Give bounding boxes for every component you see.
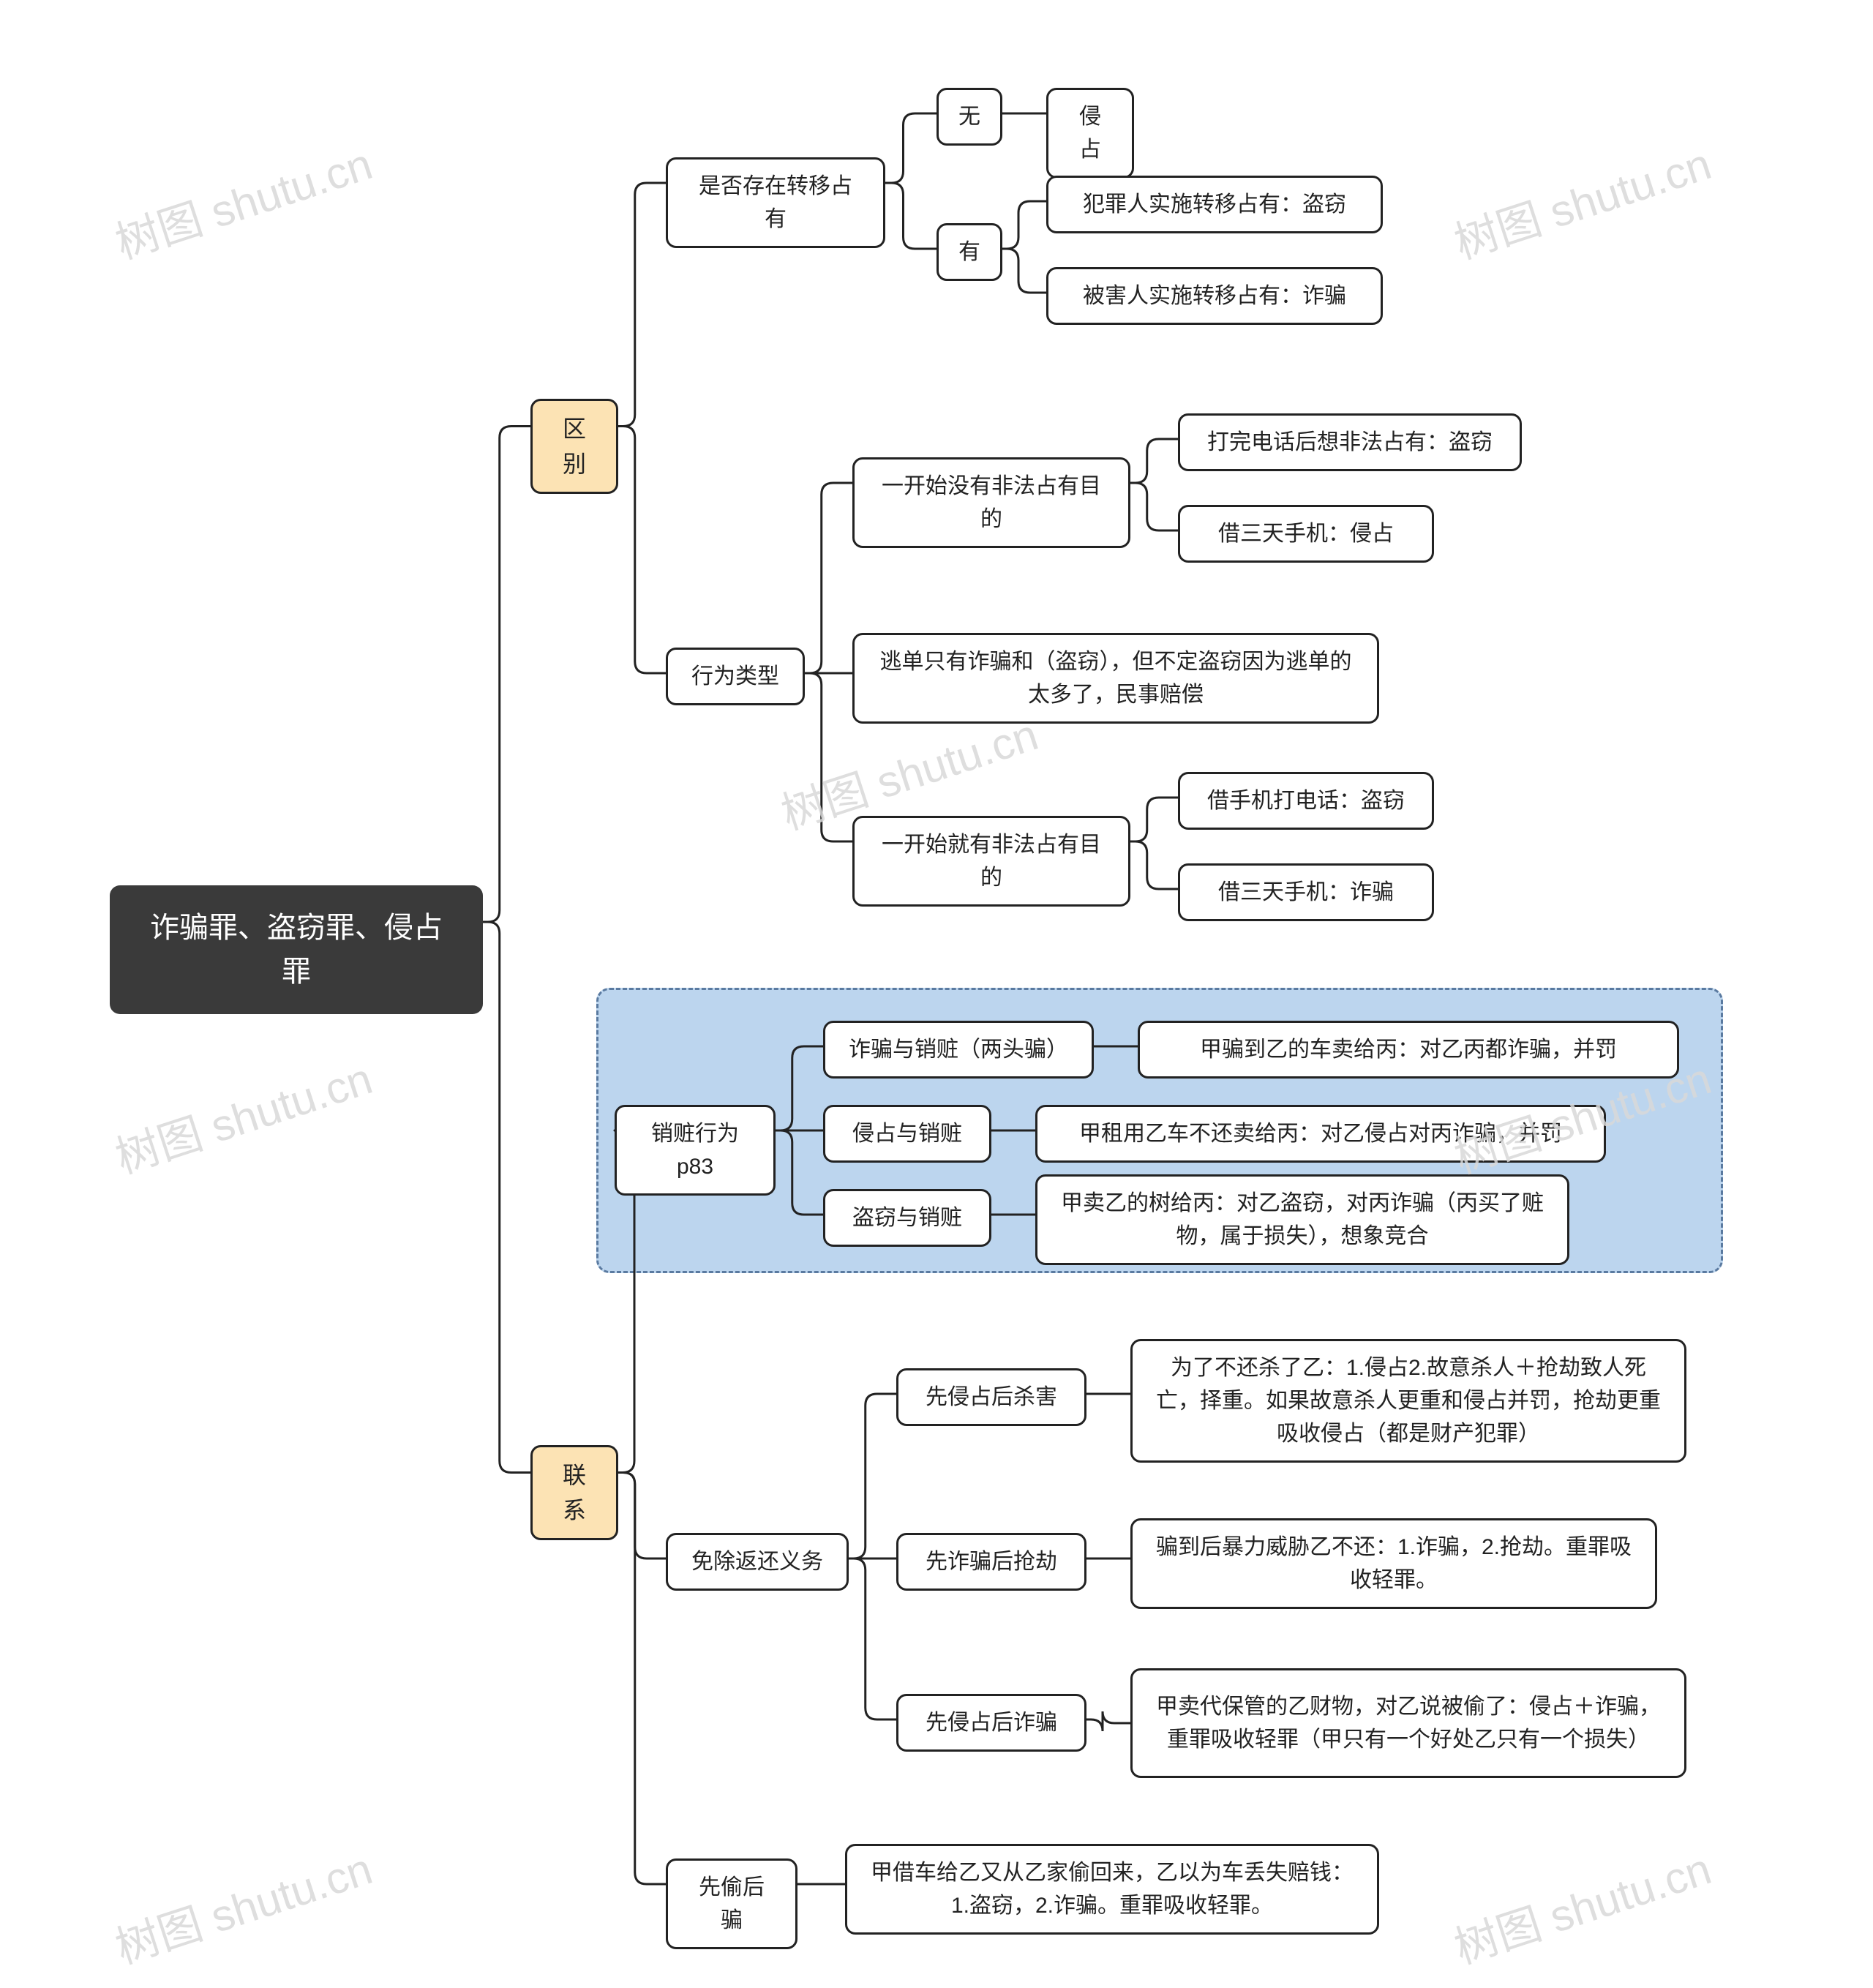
node-fence_a_d[interactable]: 甲骗到乙的车卖给丙：对乙丙都诈骗，并罚 <box>1138 1021 1679 1079</box>
edge-diff-behavior <box>618 427 666 674</box>
edge-ex_c-ex_c_d <box>1086 1711 1130 1731</box>
node-label: 免除返还义务 <box>691 1545 823 1578</box>
node-t_yes[interactable]: 有 <box>936 223 1002 281</box>
node-label: 诈骗罪、盗窃罪、侵占罪 <box>136 906 457 994</box>
edge-transfer-t_yes <box>885 183 936 249</box>
node-b_noInt[interactable]: 一开始没有非法占有目的 <box>852 457 1130 548</box>
node-label: 犯罪人实施转移占有：盗窃 <box>1083 188 1346 221</box>
node-fence_a[interactable]: 诈骗与销赃（两头骗） <box>823 1021 1094 1079</box>
node-label: 行为类型 <box>691 660 779 693</box>
node-exempt[interactable]: 免除返还义务 <box>666 1533 849 1591</box>
watermark: 树图 shutu.cn <box>1445 1834 1718 1976</box>
node-label: 甲卖乙的树给丙：对乙盗窃，对丙诈骗（丙买了赃物，属于损失），想象竞合 <box>1058 1187 1547 1253</box>
node-label: 借三天手机：侵占 <box>1218 517 1394 550</box>
node-b_hasInt_b[interactable]: 借三天手机：诈骗 <box>1178 863 1434 921</box>
node-b_noInt_b[interactable]: 借三天手机：侵占 <box>1178 505 1434 563</box>
node-label: 先诈骗后抢劫 <box>926 1545 1057 1578</box>
node-fence_b_d[interactable]: 甲租用乙车不还卖给丙：对乙侵占对丙诈骗，并罚 <box>1035 1105 1606 1163</box>
node-label: 甲卖代保管的乙财物，对乙说被偷了：侵占＋诈骗，重罪吸收轻罪（甲只有一个好处乙只有… <box>1153 1690 1664 1756</box>
node-b_hasInt[interactable]: 一开始就有非法占有目的 <box>852 816 1130 907</box>
node-t_yes_b[interactable]: 被害人实施转移占有：诈骗 <box>1046 267 1383 325</box>
node-label: 甲租用乙车不还卖给丙：对乙侵占对丙诈骗，并罚 <box>1079 1117 1562 1150</box>
node-t_yes_a[interactable]: 犯罪人实施转移占有：盗窃 <box>1046 176 1383 233</box>
edge-rel-steal_cheat <box>618 1473 666 1885</box>
node-label: 借三天手机：诈骗 <box>1218 876 1394 909</box>
node-fence_b[interactable]: 侵占与销赃 <box>823 1105 991 1163</box>
node-ex_b[interactable]: 先诈骗后抢劫 <box>896 1533 1086 1591</box>
node-label: 为了不还杀了乙：1.侵占2.故意杀人＋抢劫致人死亡，择重。如果故意杀人更重和侵占… <box>1153 1351 1664 1450</box>
node-label: 一开始就有非法占有目的 <box>875 828 1108 894</box>
edge-exempt-ex_c <box>849 1558 896 1719</box>
node-label: 先侵占后杀害 <box>926 1381 1057 1414</box>
node-label: 甲骗到乙的车卖给丙：对乙丙都诈骗，并罚 <box>1200 1033 1617 1066</box>
edge-root-diff <box>483 427 530 923</box>
node-label: 销赃行为p83 <box>637 1117 753 1183</box>
node-t_no[interactable]: 无 <box>936 88 1002 146</box>
node-steal_cheat_d[interactable]: 甲借车给乙又从乙家偷回来，乙以为车丢失赔钱：1.盗窃，2.诈骗。重罪吸收轻罪。 <box>845 1844 1379 1935</box>
node-label: 甲借车给乙又从乙家偷回来，乙以为车丢失赔钱：1.盗窃，2.诈骗。重罪吸收轻罪。 <box>868 1856 1356 1922</box>
edge-root-rel <box>483 922 530 1473</box>
node-transfer[interactable]: 是否存在转移占有 <box>666 157 885 248</box>
node-label: 诈骗与销赃（两头骗） <box>849 1033 1068 1066</box>
node-t_no_emb[interactable]: 侵占 <box>1046 88 1134 179</box>
node-label: 一开始没有非法占有目的 <box>875 470 1108 536</box>
watermark: 树图 shutu.cn <box>1445 129 1718 271</box>
edge-diff-transfer <box>618 183 666 427</box>
node-label: 无 <box>958 100 980 133</box>
node-rel[interactable]: 联系 <box>530 1445 618 1540</box>
node-label: 被害人实施转移占有：诈骗 <box>1083 280 1346 312</box>
node-ex_b_d[interactable]: 骗到后暴力威胁乙不还：1.诈骗，2.抢劫。重罪吸收轻罪。 <box>1130 1518 1657 1609</box>
edge-b_hasInt-b_hasInt_a <box>1130 798 1178 841</box>
node-label: 骗到后暴力威胁乙不还：1.诈骗，2.抢劫。重罪吸收轻罪。 <box>1153 1531 1634 1597</box>
edge-t_yes-t_yes_a <box>1002 201 1046 249</box>
edge-t_yes-t_yes_b <box>1002 249 1046 293</box>
edge-behavior-b_noInt <box>805 483 852 673</box>
edge-b_hasInt-b_hasInt_b <box>1130 841 1178 889</box>
node-ex_c_d[interactable]: 甲卖代保管的乙财物，对乙说被偷了：侵占＋诈骗，重罪吸收轻罪（甲只有一个好处乙只有… <box>1130 1668 1686 1778</box>
node-label: 联系 <box>553 1458 596 1528</box>
node-fence_c_d[interactable]: 甲卖乙的树给丙：对乙盗窃，对丙诈骗（丙买了赃物，属于损失），想象竞合 <box>1035 1174 1569 1265</box>
watermark: 树图 shutu.cn <box>106 129 379 271</box>
node-label: 逃单只有诈骗和（盗窃），但不定盗窃因为逃单的太多了，民事赔偿 <box>875 645 1356 711</box>
node-label: 区别 <box>553 411 596 481</box>
watermark: 树图 shutu.cn <box>106 1043 379 1186</box>
node-b_noInt_a[interactable]: 打完电话后想非法占有：盗窃 <box>1178 413 1522 471</box>
node-diff[interactable]: 区别 <box>530 399 618 494</box>
node-label: 是否存在转移占有 <box>688 170 863 236</box>
watermark: 树图 shutu.cn <box>106 1834 379 1976</box>
node-b_hasInt_a[interactable]: 借手机打电话：盗窃 <box>1178 772 1434 830</box>
node-label: 侵占 <box>1069 100 1111 166</box>
node-label: 有 <box>958 236 980 269</box>
edge-b_noInt-b_noInt_a <box>1130 439 1178 483</box>
node-label: 先偷后骗 <box>688 1871 775 1937</box>
node-ex_a_d[interactable]: 为了不还杀了乙：1.侵占2.故意杀人＋抢劫致人死亡，择重。如果故意杀人更重和侵占… <box>1130 1339 1686 1463</box>
edge-behavior-b_hasInt <box>805 673 852 841</box>
node-root[interactable]: 诈骗罪、盗窃罪、侵占罪 <box>110 885 483 1014</box>
edge-transfer-t_no <box>885 113 936 183</box>
node-fence_c[interactable]: 盗窃与销赃 <box>823 1189 991 1247</box>
node-fence[interactable]: 销赃行为p83 <box>615 1105 776 1196</box>
node-ex_c[interactable]: 先侵占后诈骗 <box>896 1694 1086 1752</box>
node-label: 打完电话后想非法占有：盗窃 <box>1207 426 1493 459</box>
edge-exempt-ex_a <box>849 1394 896 1558</box>
node-steal_cheat[interactable]: 先偷后骗 <box>666 1858 797 1949</box>
node-label: 侵占与销赃 <box>852 1117 962 1150</box>
node-label: 借手机打电话：盗窃 <box>1207 784 1405 817</box>
node-label: 先侵占后诈骗 <box>926 1706 1057 1739</box>
edge-b_noInt-b_noInt_b <box>1130 483 1178 530</box>
mindmap-canvas: 诈骗罪、盗窃罪、侵占罪 区别联系 是否存在转移占有行为类型 无 侵占有 犯罪人实施转移占有… <box>0 0 1873 1988</box>
node-label: 盗窃与销赃 <box>852 1201 962 1234</box>
node-ex_a[interactable]: 先侵占后杀害 <box>896 1368 1086 1426</box>
node-behavior[interactable]: 行为类型 <box>666 648 805 705</box>
node-b_escape[interactable]: 逃单只有诈骗和（盗窃），但不定盗窃因为逃单的太多了，民事赔偿 <box>852 633 1379 724</box>
edge-rel-exempt <box>618 1473 666 1559</box>
